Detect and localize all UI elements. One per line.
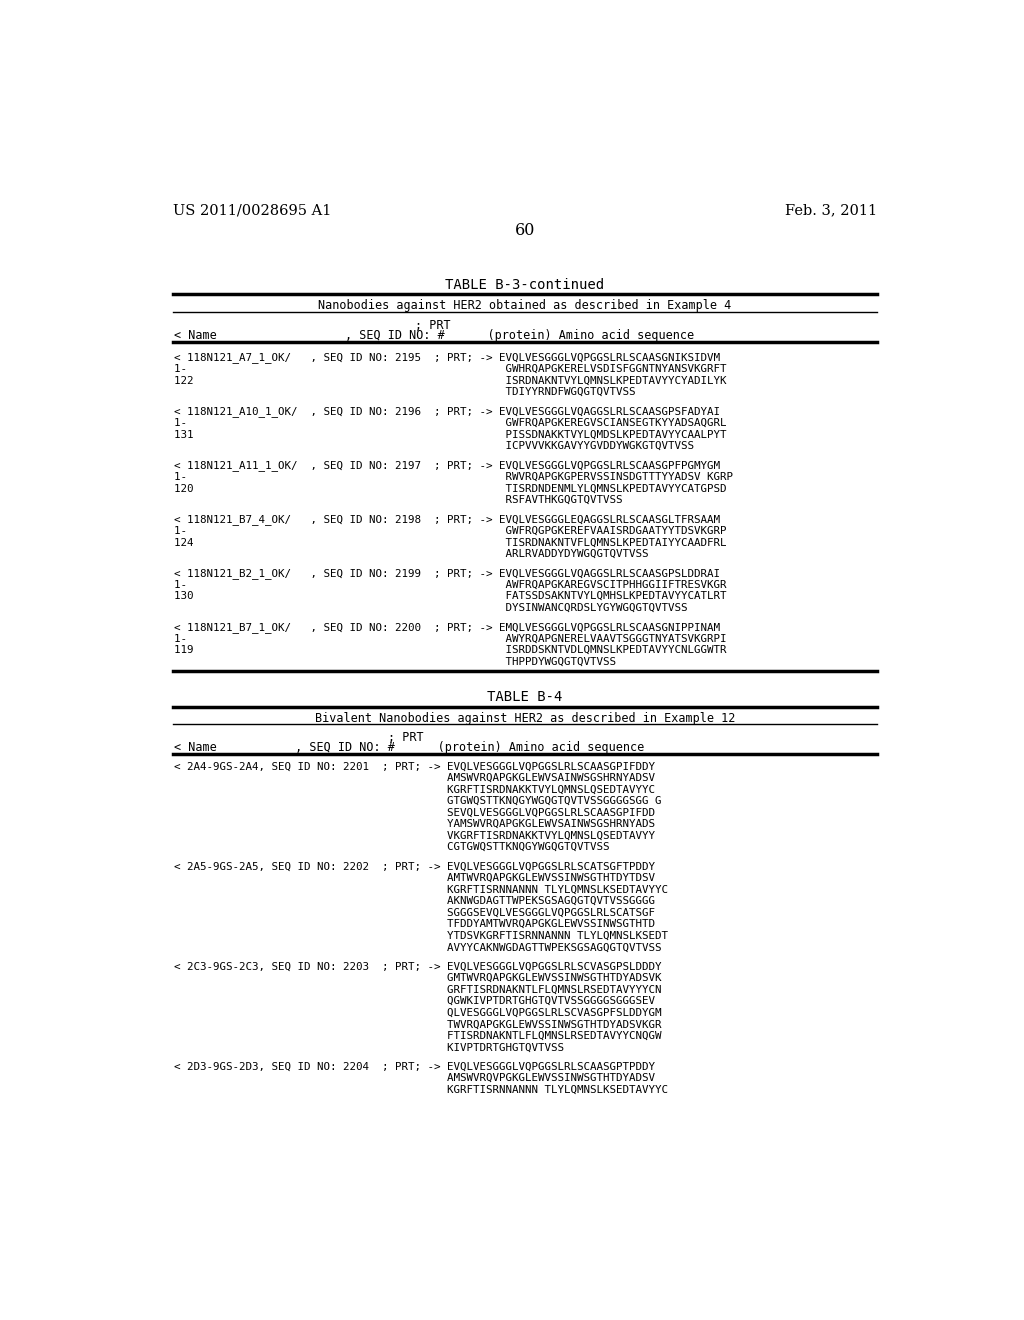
Text: CGTGWQSTTKNQGYWGQGTQVTVSS: CGTGWQSTTKNQGYWGQGTQVTVSS <box>174 842 610 853</box>
Text: KGRFTISRNNANNN TLYLQMNSLKSEDTAVYYC: KGRFTISRNNANNN TLYLQMNSLKSEDTAVYYC <box>174 1085 669 1094</box>
Text: AVYYCAKNWGDAGTTWPEKSGSAGQGTQVTVSS: AVYYCAKNWGDAGTTWPEKSGSAGQGTQVTVSS <box>174 942 662 952</box>
Text: 1-                                                 RWVRQAPGKGPERVSSINSDGTTTYYADS: 1- RWVRQAPGKGPERVSSINSDGTTTYYADS <box>174 471 733 482</box>
Text: AMSWVRQAPGKGLEWVSAINWSGSHRNYADSV: AMSWVRQAPGKGLEWVSAINWSGSHRNYADSV <box>174 774 655 783</box>
Text: TFDDYAMTWVRQAPGKGLEWVSSINWSGTHTD: TFDDYAMTWVRQAPGKGLEWVSSINWSGTHTD <box>174 919 655 929</box>
Text: VKGRFTISRDNAKKTVYLQMNSLQSEDTAVYY: VKGRFTISRDNAKKTVYLQMNSLQSEDTAVYY <box>174 830 655 841</box>
Text: 122                                                ISRDNAKNTVYLQMNSLKPEDTAVYYCYA: 122 ISRDNAKNTVYLQMNSLKPEDTAVYYCYA <box>174 376 727 385</box>
Text: < 2A5-9GS-2A5, SEQ ID NO: 2202  ; PRT; -> EVQLVESGGGLVQPGGSLRLSCATSGFTPDDY: < 2A5-9GS-2A5, SEQ ID NO: 2202 ; PRT; ->… <box>174 862 655 871</box>
Text: KGRFTISRDNAKKTVYLQMNSLQSEDTAVYYC: KGRFTISRDNAKKTVYLQMNSLQSEDTAVYYC <box>174 784 655 795</box>
Text: < 2A4-9GS-2A4, SEQ ID NO: 2201  ; PRT; -> EVQLVESGGGLVQPGGSLRLSCAASGPIFDDY: < 2A4-9GS-2A4, SEQ ID NO: 2201 ; PRT; ->… <box>174 762 655 771</box>
Text: 1-                                                 GWHRQAPGKERELVSDISFGGNTNYANSV: 1- GWHRQAPGKERELVSDISFGGNTNYANSV <box>174 364 727 374</box>
Text: < 118N121_B7_4_OK/   , SEQ ID NO: 2198  ; PRT; -> EVQLVESGGGLEQAGGSLRLSCAASGLTFR: < 118N121_B7_4_OK/ , SEQ ID NO: 2198 ; P… <box>174 515 721 525</box>
Text: < 118N121_A10_1_OK/  , SEQ ID NO: 2196  ; PRT; -> EVQLVESGGGLVQAGGSLRLSCAASGPSFA: < 118N121_A10_1_OK/ , SEQ ID NO: 2196 ; … <box>174 407 721 417</box>
Text: YTDSVKGRFTISRNNANNN TLYLQMNSLKSEDT: YTDSVKGRFTISRNNANNN TLYLQMNSLKSEDT <box>174 931 669 941</box>
Text: SGGGSEVQLVESGGGLVQPGGSLRLSCATSGF: SGGGSEVQLVESGGGLVQPGGSLRLSCATSGF <box>174 908 655 917</box>
Text: TDIYYRNDFWGQGTQVTVSS: TDIYYRNDFWGQGTQVTVSS <box>174 387 636 397</box>
Text: < 118N121_B7_1_OK/   , SEQ ID NO: 2200  ; PRT; -> EMQLVESGGGLVQPGGSLRLSCAASGNIPP: < 118N121_B7_1_OK/ , SEQ ID NO: 2200 ; P… <box>174 622 721 632</box>
Text: < Name           , SEQ ID NO: #      (protein) Amino acid sequence: < Name , SEQ ID NO: # (protein) Amino ac… <box>174 742 645 754</box>
Text: < Name                  , SEQ ID NO: #      (protein) Amino acid sequence: < Name , SEQ ID NO: # (protein) Amino ac… <box>174 330 694 342</box>
Text: THPPDYWGQGTQVTVSS: THPPDYWGQGTQVTVSS <box>174 656 616 667</box>
Text: TABLE B-3-continued: TABLE B-3-continued <box>445 277 604 292</box>
Text: ; PRT: ; PRT <box>415 318 451 331</box>
Text: 1-                                                 AWYRQAPGNERELVAAVTSGGGTNYATSV: 1- AWYRQAPGNERELVAAVTSGGGTNYATSV <box>174 634 727 643</box>
Text: 120                                                TISRDNDENMLYLQMNSLKPEDTAVYYCA: 120 TISRDNDENMLYLQMNSLKPEDTAVYYCA <box>174 483 727 494</box>
Text: Nanobodies against HER2 obtained as described in Example 4: Nanobodies against HER2 obtained as desc… <box>318 300 731 313</box>
Text: SEVQLVESGGGLVQPGGSLRLSCAASGPIFDD: SEVQLVESGGGLVQPGGSLRLSCAASGPIFDD <box>174 808 655 817</box>
Text: 60: 60 <box>515 222 535 239</box>
Text: QLVESGGGLVQPGGSLRLSCVASGPFSLDDYGM: QLVESGGGLVQPGGSLRLSCVASGPFSLDDYGM <box>174 1007 662 1018</box>
Text: Feb. 3, 2011: Feb. 3, 2011 <box>784 203 877 216</box>
Text: 124                                                TISRDNAKNTVFLQMNSLKPEDTAIYYCA: 124 TISRDNAKNTVFLQMNSLKPEDTAIYYCA <box>174 537 727 548</box>
Text: GRFTISRDNAKNTLFLQMNSLRSEDTAVYYYCN: GRFTISRDNAKNTLFLQMNSLRSEDTAVYYYCN <box>174 985 662 994</box>
Text: GMTWVRQAPGKGLEWVSSINWSGTHTDYADSVK: GMTWVRQAPGKGLEWVSSINWSGTHTDYADSVK <box>174 973 662 983</box>
Text: ICPVVVKKGAVYYGVDDYWGKGTQVTVSS: ICPVVVKKGAVYYGVDDYWGKGTQVTVSS <box>174 441 694 451</box>
Text: QGWKIVPTDRTGHGTQVTVSSGGGGSGGGSEV: QGWKIVPTDRTGHGTQVTVSSGGGGSGGGSEV <box>174 997 655 1006</box>
Text: TWVRQAPGKGLEWVSSINWSGTHTDYADSVKGR: TWVRQAPGKGLEWVSSINWSGTHTDYADSVKGR <box>174 1019 662 1030</box>
Text: < 118N121_A11_1_OK/  , SEQ ID NO: 2197  ; PRT; -> EVQLVESGGGLVQPGGSLRLSCAASGPFPG: < 118N121_A11_1_OK/ , SEQ ID NO: 2197 ; … <box>174 461 721 471</box>
Text: Bivalent Nanobodies against HER2 as described in Example 12: Bivalent Nanobodies against HER2 as desc… <box>314 711 735 725</box>
Text: < 2C3-9GS-2C3, SEQ ID NO: 2203  ; PRT; -> EVQLVESGGGLVQPGGSLRLSCVASGPSLDDDY: < 2C3-9GS-2C3, SEQ ID NO: 2203 ; PRT; ->… <box>174 961 662 972</box>
Text: < 118N121_B2_1_OK/   , SEQ ID NO: 2199  ; PRT; -> EVQLVESGGGLVQAGGSLRLSCAASGPSLD: < 118N121_B2_1_OK/ , SEQ ID NO: 2199 ; P… <box>174 568 721 579</box>
Text: 1-                                                 GWFRQGPGKEREFVAAISRDGAATYYTDS: 1- GWFRQGPGKEREFVAAISRDGAATYYTDS <box>174 525 727 536</box>
Text: DYSINWANCQRDSLYGYWGQGTQVTVSS: DYSINWANCQRDSLYGYWGQGTQVTVSS <box>174 603 688 612</box>
Text: GTGWQSTTKNQGYWGQGTQVTVSSGGGGSGG G: GTGWQSTTKNQGYWGQGTQVTVSSGGGGSGG G <box>174 796 662 807</box>
Text: 1-                                                 AWFRQAPGKAREGVSCITPHHGGIIFTRE: 1- AWFRQAPGKAREGVSCITPHHGGIIFTRE <box>174 579 727 590</box>
Text: < 118N121_A7_1_OK/   , SEQ ID NO: 2195  ; PRT; -> EVQLVESGGGLVQPGGSLRLSCAASGNIKS: < 118N121_A7_1_OK/ , SEQ ID NO: 2195 ; P… <box>174 352 721 363</box>
Text: AKNWGDAGTTWPEKSGSAGQGTQVTVSSGGGG: AKNWGDAGTTWPEKSGSAGQGTQVTVSSGGGG <box>174 896 655 906</box>
Text: 130                                                FATSSDSAKNTVYLQMHSLKPEDTAVYYC: 130 FATSSDSAKNTVYLQMHSLKPEDTAVYYC <box>174 591 727 601</box>
Text: YAMSWVRQAPGKGLEWVSAINWSGSHRNYADS: YAMSWVRQAPGKGLEWVSAINWSGSHRNYADS <box>174 818 655 829</box>
Text: AMTWVRQAPGKGLEWVSSINWSGTHTDYTDSV: AMTWVRQAPGKGLEWVSSINWSGTHTDYTDSV <box>174 873 655 883</box>
Text: 119                                                ISRDDSKNTVDLQMNSLKPEDTAVYYCNL: 119 ISRDDSKNTVDLQMNSLKPEDTAVYYCNL <box>174 645 727 655</box>
Text: KIVPTDRTGHGTQVTVSS: KIVPTDRTGHGTQVTVSS <box>174 1043 564 1052</box>
Text: RSFAVTHKGQGTQVTVSS: RSFAVTHKGQGTQVTVSS <box>174 495 623 504</box>
Text: ; PRT: ; PRT <box>388 730 423 743</box>
Text: 131                                                PISSDNAKKTVYLQMDSLKPEDTAVYYCA: 131 PISSDNAKKTVYLQMDSLKPEDTAVYYCA <box>174 429 727 440</box>
Text: US 2011/0028695 A1: US 2011/0028695 A1 <box>173 203 332 216</box>
Text: TABLE B-4: TABLE B-4 <box>487 690 562 705</box>
Text: AMSWVRQVPGKGLEWVSSINWSGTHTDYADSV: AMSWVRQVPGKGLEWVSSINWSGTHTDYADSV <box>174 1073 655 1084</box>
Text: KGRFTISRNNANNN TLYLQMNSLKSEDTAVYYC: KGRFTISRNNANNN TLYLQMNSLKSEDTAVYYC <box>174 884 669 895</box>
Text: ARLRVADDYDYWGQGTQVTVSS: ARLRVADDYDYWGQGTQVTVSS <box>174 549 649 558</box>
Text: 1-                                                 GWFRQAPGKEREGVSCIANSEGTKYYADS: 1- GWFRQAPGKEREGVSCIANSEGTKYYADS <box>174 418 727 428</box>
Text: < 2D3-9GS-2D3, SEQ ID NO: 2204  ; PRT; -> EVQLVESGGGLVQPGGSLRLSCAASGPTPDDY: < 2D3-9GS-2D3, SEQ ID NO: 2204 ; PRT; ->… <box>174 1061 655 1072</box>
Text: FTISRDNAKNTLFLQMNSLRSEDTAVYYCNQGW: FTISRDNAKNTLFLQMNSLRSEDTAVYYCNQGW <box>174 1031 662 1040</box>
